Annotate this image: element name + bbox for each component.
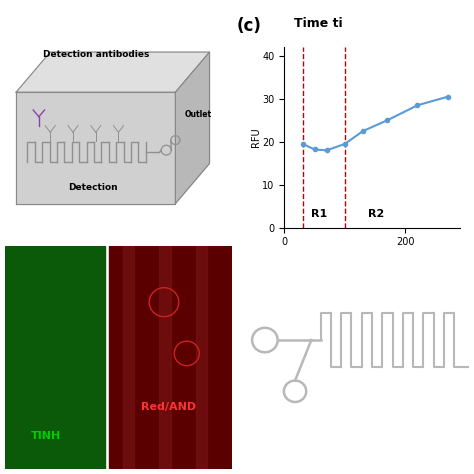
Bar <box>109 246 232 469</box>
Text: Time ti: Time ti <box>294 17 343 29</box>
Text: R2: R2 <box>368 209 384 219</box>
Polygon shape <box>16 92 175 204</box>
Text: (c): (c) <box>237 17 262 35</box>
Polygon shape <box>175 52 210 204</box>
Text: R1: R1 <box>311 209 328 219</box>
Text: Red/AND: Red/AND <box>141 402 196 412</box>
Text: Detection: Detection <box>68 183 118 192</box>
Bar <box>5 246 105 469</box>
Text: Outlet: Outlet <box>184 110 212 119</box>
Polygon shape <box>16 52 210 92</box>
Bar <box>159 246 171 469</box>
Bar <box>196 246 207 469</box>
Text: Detection antibodies: Detection antibodies <box>43 50 149 59</box>
Y-axis label: RFU: RFU <box>251 128 261 147</box>
Text: TINH: TINH <box>30 431 61 441</box>
Bar <box>123 246 135 469</box>
